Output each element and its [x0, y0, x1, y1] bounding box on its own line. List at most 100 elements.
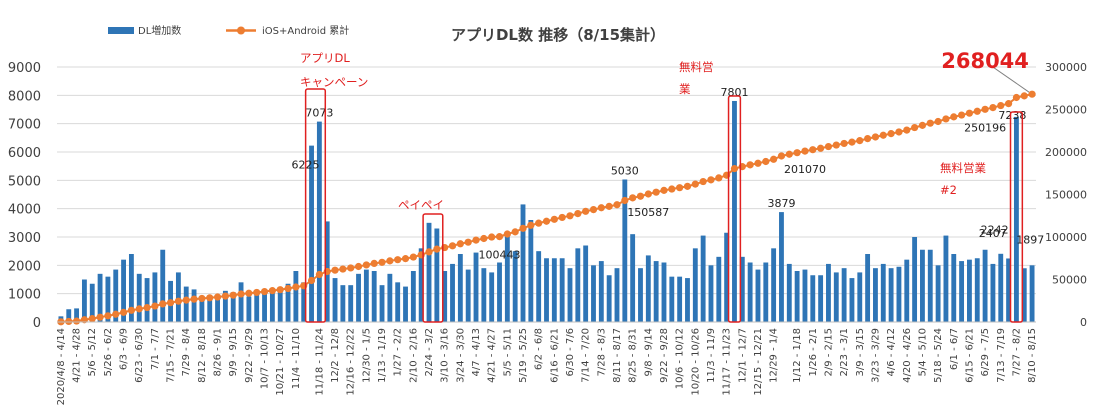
bar: [622, 179, 628, 322]
cumulative-point: [832, 141, 840, 149]
cumulative-point: [676, 184, 684, 192]
cumulative-point: [777, 152, 786, 160]
cumulative-point: [550, 215, 558, 223]
cumulative-point: [386, 257, 394, 265]
bar: [410, 271, 416, 322]
bar: [81, 279, 87, 322]
x-tick-label: 12/16 - 12/22: [346, 328, 357, 396]
bar: [638, 268, 643, 322]
cumulative-point: [535, 219, 543, 227]
cumulative-point: [119, 308, 128, 316]
bar: [316, 121, 322, 323]
x-tick-label: 12/30 - 1/5: [361, 328, 372, 383]
x-tick-label: 2/24 - 3/2: [424, 328, 435, 377]
x-tick-label: 7/1 - 7/7: [150, 328, 161, 370]
cumulative-point: [260, 287, 269, 296]
x-tick-label: 5/6 - 5/12: [87, 328, 98, 377]
bar: [951, 254, 957, 322]
x-tick-label: 8/10 - 8/15: [1027, 328, 1038, 383]
x-tick-label: 2020/4/8 - 4/14: [56, 328, 67, 405]
x-tick-label: 9/8 - 9/14: [643, 328, 654, 377]
cumulative-point: [754, 159, 762, 167]
bar: [763, 262, 769, 322]
bar: [755, 269, 761, 322]
bar: [974, 258, 980, 322]
cumulative-point: [253, 288, 261, 297]
y-right-tick-label: 100000: [1045, 231, 1087, 244]
y-left-tick-label: 3000: [8, 231, 41, 246]
bar: [700, 235, 706, 322]
bar: [89, 283, 95, 322]
bar: [559, 258, 565, 322]
cumulative-point: [660, 186, 668, 194]
cumulative-point: [151, 302, 159, 310]
bar: [442, 271, 448, 322]
x-tick-label: 1/26 - 2/1: [808, 328, 819, 377]
bar: [66, 309, 72, 322]
cumulative-point: [926, 119, 934, 127]
bar: [121, 259, 126, 322]
x-tick-label: 2/10 - 2/16: [408, 328, 419, 383]
bar: [379, 285, 385, 322]
cumulative-point: [809, 146, 817, 154]
data-label: 268044: [941, 49, 1029, 73]
x-tick-label: 4/6 - 4/12: [886, 328, 897, 377]
annotation-text: キャンペーン: [300, 75, 368, 89]
bar: [199, 299, 205, 322]
bar: [489, 272, 495, 322]
bar: [340, 285, 346, 322]
cumulative-point: [370, 259, 378, 268]
legend-bar-label: DL増加数: [138, 24, 181, 37]
cumulative-point: [848, 138, 856, 146]
leader-line: [986, 62, 1030, 93]
cumulative-point: [166, 299, 175, 307]
bar: [183, 286, 189, 322]
cumulative-point: [942, 115, 950, 123]
x-tick-label: 6/15 - 6/21: [964, 328, 975, 383]
cumulative-point: [456, 240, 464, 248]
bar: [269, 290, 275, 322]
cumulative-point: [856, 137, 864, 145]
data-label: 100443: [479, 249, 521, 262]
x-tick-label: 12/1 - 12/7: [737, 328, 748, 383]
cumulative-point: [527, 221, 535, 229]
cumulative-point: [605, 202, 613, 210]
cumulative-point: [112, 310, 120, 318]
cumulative-point: [276, 286, 284, 294]
x-tick-label: 6/16 - 6/21: [549, 328, 560, 383]
x-tick-label: 5/18 - 5/24: [933, 328, 944, 383]
bar: [528, 220, 534, 322]
bar: [567, 268, 573, 322]
bar: [575, 248, 581, 322]
cumulative-point: [746, 161, 754, 169]
bar: [97, 273, 103, 322]
x-tick-label: 4/21 - 4/27: [487, 328, 498, 383]
highlight-box: [422, 213, 444, 323]
cumulative-point: [981, 105, 989, 113]
legend-line-label: iOS+Android 累計: [262, 24, 349, 37]
cumulative-point: [1004, 100, 1013, 108]
bar: [473, 252, 479, 322]
highlight-box: [304, 88, 327, 323]
cumulative-point: [973, 107, 981, 115]
y-right-tick-label: 250000: [1045, 104, 1087, 117]
bar: [833, 272, 839, 322]
axes: 0 1000 2000 3000 4000 5000 6000 7000 8000 9000 0 50…: [8, 61, 1087, 405]
cumulative-point: [840, 139, 848, 148]
cumulative-point: [997, 101, 1005, 110]
bar: [794, 271, 800, 322]
bar: [982, 249, 988, 322]
cumulative-point: [989, 103, 997, 112]
cumulative-point: [96, 313, 104, 321]
cumulative-point: [72, 317, 81, 325]
cumulative-point: [464, 238, 472, 246]
x-tick-label: 3/23 - 3/29: [870, 328, 881, 383]
gridlines: [57, 66, 1036, 323]
cumulative-point: [864, 134, 872, 143]
cumulative-point: [762, 157, 770, 166]
cumulative-point: [88, 315, 96, 323]
bar: [598, 261, 604, 322]
bar: [144, 278, 150, 322]
x-tick-label: 10/20 - 10/26: [690, 328, 701, 396]
bar: [512, 251, 518, 322]
